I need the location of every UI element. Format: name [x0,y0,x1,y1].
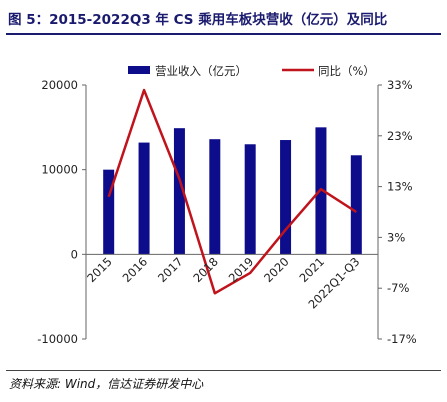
right-tick-label: -17% [387,332,417,346]
legend-bar-swatch [128,66,150,74]
left-tick-label: 10000 [41,163,78,177]
left-tick-label: 0 [71,247,78,261]
source-divider [6,370,441,371]
legend: 营业收入（亿元） 同比（%） [128,64,375,78]
left-axis: -10000 0 10000 20000 [37,78,87,346]
figure-title: 图 5：2015-2022Q3 年 CS 乘用车板块营收（亿元）及同比 [8,12,388,28]
bar [173,128,185,255]
bar [209,139,221,255]
category-label: 2021 [296,255,327,286]
category-label: 2016 [120,255,151,286]
title-divider [6,33,441,35]
right-tick-label: 23% [387,129,413,143]
bar [350,155,362,255]
bar [103,169,115,255]
line-series [107,88,357,295]
right-tick-label: 33% [387,78,413,92]
left-tick-label: -10000 [37,332,78,346]
bar [244,144,256,255]
source-note: 资料来源: Wind，信达证券研发中心 [9,377,204,391]
bar [280,140,292,255]
yoy-line [107,88,357,295]
chart: -10000 0 10000 20000 -17% -7% 3% 13% 23% 33% 201… [37,64,417,346]
left-tick-label: 20000 [41,78,78,92]
right-tick-label: 13% [387,180,413,194]
right-tick-label: 3% [387,230,405,244]
category-label: 2017 [155,255,186,286]
bar [138,142,150,255]
category-label: 2015 [84,255,115,286]
category-label: 2020 [261,255,292,286]
right-axis: -17% -7% 3% 13% 23% 33% [377,78,417,346]
right-tick-label: -7% [387,281,409,295]
legend-bar-label: 营业收入（亿元） [155,64,247,78]
legend-line-label: 同比（%） [318,64,375,78]
category-label: 2018 [190,255,221,286]
